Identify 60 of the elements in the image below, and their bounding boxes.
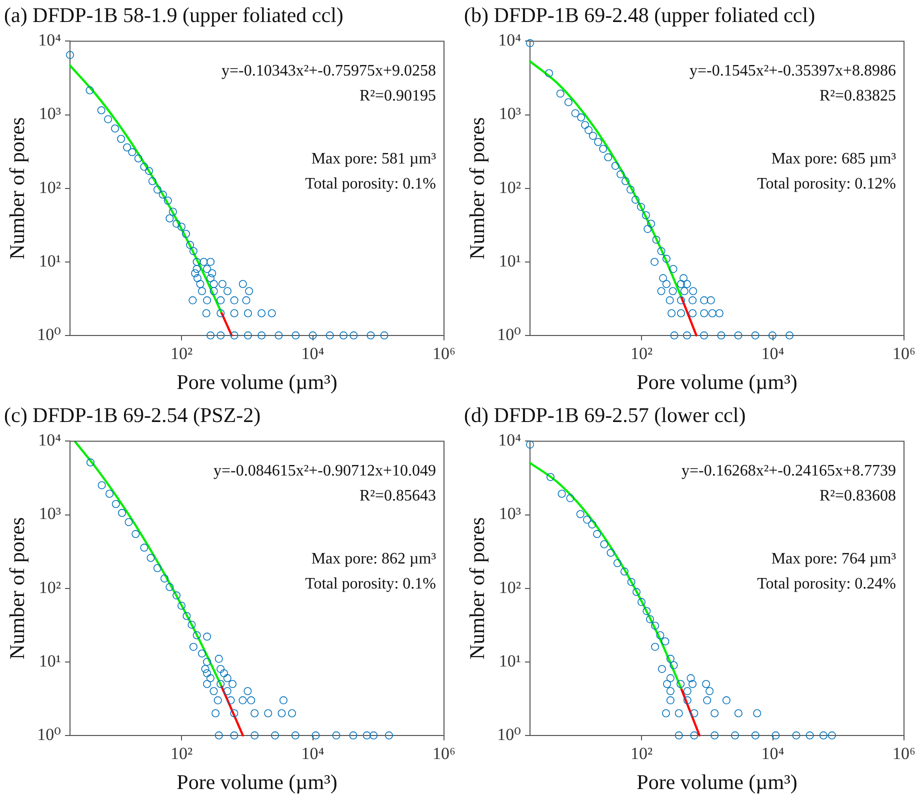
y-tick-label: 10² (38, 178, 62, 197)
y-tick-label: 10⁴ (498, 430, 522, 450)
x-axis-title: Pore volume (µm³) (636, 370, 798, 394)
x-tick-label: 10² (630, 744, 653, 764)
annotation: Total porosity: 0.1% (305, 575, 436, 592)
x-tick-label: 10⁶ (892, 344, 916, 364)
y-tick-label: 10⁴ (38, 30, 62, 50)
x-tick-label: 10⁶ (432, 344, 456, 364)
y-tick-label: 10¹ (38, 251, 62, 270)
x-tick-label: 10⁴ (301, 744, 324, 764)
y-tick-label: 10³ (498, 504, 522, 524)
y-tick-label: 10⁴ (498, 30, 522, 50)
annotation: y=-0.16268x²+-0.24165x+8.7739 (681, 462, 896, 480)
annotation: R²=0.83608 (820, 487, 896, 504)
x-axis-title: Pore volume (µm³) (176, 770, 338, 794)
y-tick-label: 10⁰ (497, 324, 522, 344)
y-axis-title: Number of pores (465, 517, 490, 660)
annotation: R²=0.83825 (820, 87, 896, 104)
annotation: Total porosity: 0.1% (305, 175, 436, 192)
annotation: Total porosity: 0.12% (757, 175, 896, 192)
y-tick-label: 10¹ (38, 651, 62, 670)
x-tick-label: 10⁶ (892, 744, 916, 764)
annotation: Max pore: 764 µm³ (771, 550, 896, 568)
y-axis-title: Number of pores (5, 117, 30, 260)
y-tick-label: 10³ (38, 504, 62, 524)
x-axis-title: Pore volume (µm³) (176, 370, 338, 394)
y-tick-label: 10⁰ (37, 324, 62, 344)
y-axis-title: Number of pores (465, 117, 490, 260)
y-tick-label: 10² (38, 578, 62, 597)
x-tick-label: 10⁴ (301, 344, 324, 364)
y-tick-label: 10² (498, 178, 522, 197)
annotation: Max pore: 685 µm³ (771, 150, 896, 168)
y-tick-label: 10⁴ (38, 430, 62, 450)
x-tick-label: 10² (630, 344, 653, 364)
annotation: y=-0.084615x²+-0.90712x+10.049 (213, 462, 436, 480)
annotation: y=-0.1545x²+-0.35397x+8.8986 (689, 62, 896, 80)
annotation: Max pore: 581 µm³ (311, 150, 436, 168)
x-tick-label: 10² (170, 744, 193, 764)
y-axis-title: Number of pores (5, 517, 30, 660)
annotation: R²=0.90195 (360, 87, 436, 104)
x-tick-label: 10⁶ (432, 744, 456, 764)
y-tick-label: 10⁰ (497, 724, 522, 744)
x-axis-title: Pore volume (µm³) (636, 770, 798, 794)
y-tick-label: 10² (498, 578, 522, 597)
y-tick-label: 10⁰ (37, 724, 62, 744)
y-tick-label: 10¹ (498, 651, 522, 670)
y-tick-label: 10³ (498, 104, 522, 124)
chart-title: (c) DFDP-1B 69-2.54 (PSZ-2) (4, 403, 261, 428)
annotation: Total porosity: 0.24% (757, 575, 896, 592)
x-tick-label: 10² (170, 344, 193, 364)
chart-title: (d) DFDP-1B 69-2.57 (lower ccl) (464, 403, 746, 428)
x-tick-label: 10⁴ (761, 744, 784, 764)
x-tick-label: 10⁴ (761, 344, 784, 364)
chart-title: (a) DFDP-1B 58-1.9 (upper foliated ccl) (4, 3, 344, 28)
annotation: Max pore: 862 µm³ (311, 550, 436, 568)
annotation: y=-0.10343x²+-0.75975x+9.0258 (221, 62, 436, 80)
y-tick-label: 10¹ (498, 251, 522, 270)
chart-title: (b) DFDP-1B 69-2.48 (upper foliated ccl) (464, 3, 816, 28)
y-tick-label: 10³ (38, 104, 62, 124)
annotation: R²=0.85643 (360, 487, 436, 504)
